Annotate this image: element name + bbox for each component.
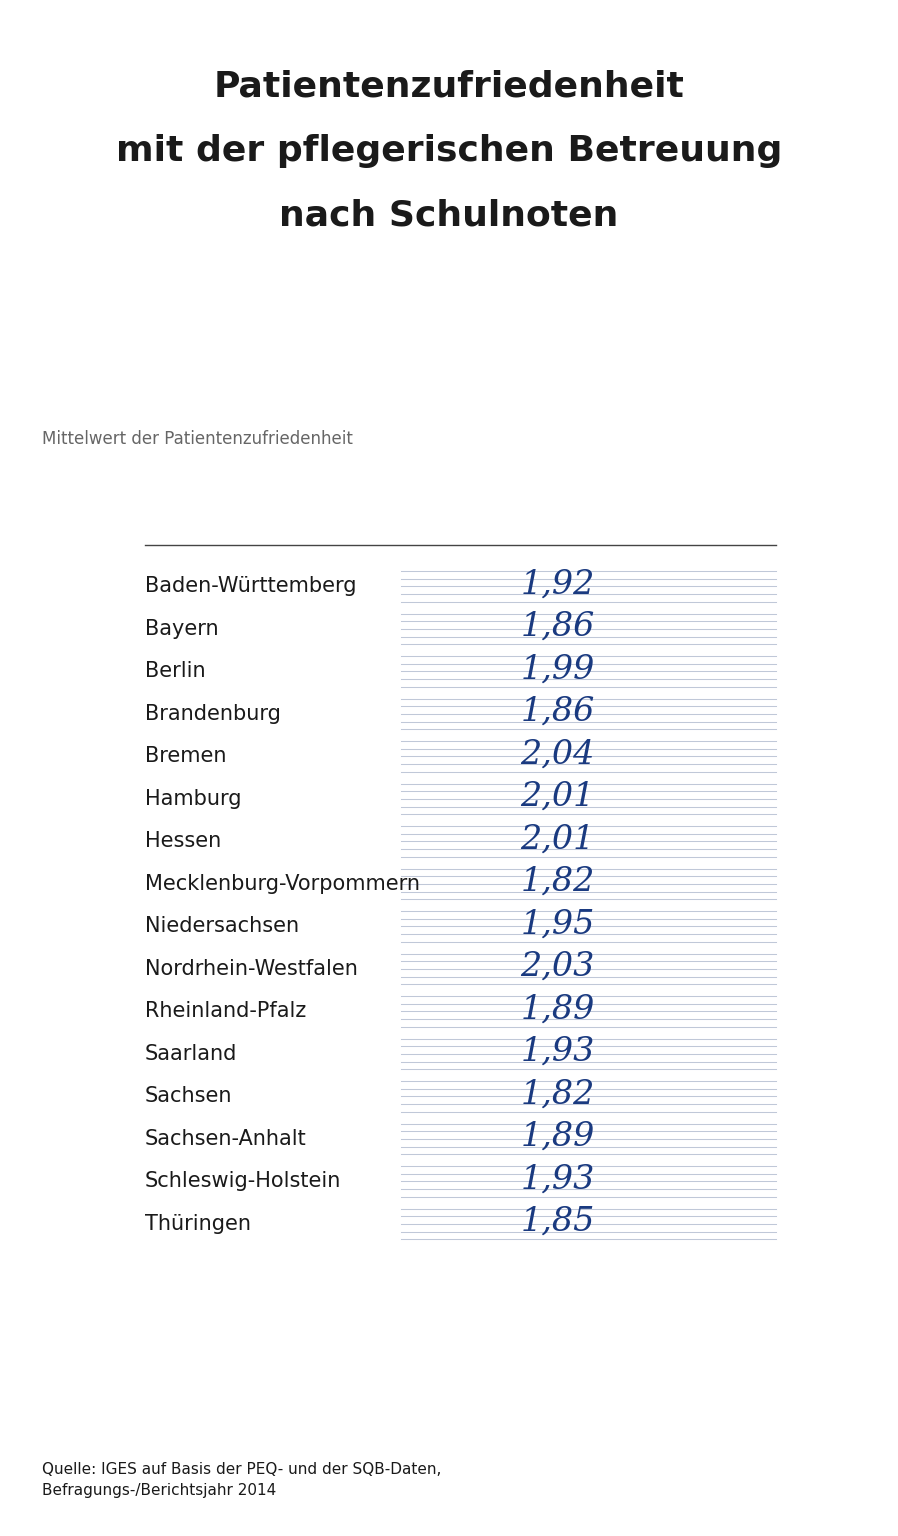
Text: 1,92: 1,92 [521,568,594,601]
Text: Quelle: IGES auf Basis der PEQ- und der SQB-Daten,
Befragungs-/Berichtsjahr 2014: Quelle: IGES auf Basis der PEQ- und der … [42,1462,442,1498]
Text: Rheinland-Pfalz: Rheinland-Pfalz [145,1001,306,1021]
Text: Patientenzufriedenheit: Patientenzufriedenheit [214,69,684,103]
Text: 1,89: 1,89 [521,994,594,1026]
Text: 1,95: 1,95 [521,908,594,940]
Text: Brandenburg: Brandenburg [145,703,281,723]
Text: nach Schulnoten: nach Schulnoten [279,198,619,232]
Text: Mittelwert der Patientenzufriedenheit: Mittelwert der Patientenzufriedenheit [42,430,353,449]
Text: 1,89: 1,89 [521,1121,594,1154]
Text: 2,03: 2,03 [521,951,594,983]
Text: Bremen: Bremen [145,746,226,766]
Text: 2,04: 2,04 [521,739,594,770]
Text: 1,85: 1,85 [521,1206,594,1238]
Text: 1,82: 1,82 [521,1078,594,1111]
Text: 1,93: 1,93 [521,1163,594,1195]
Text: Berlin: Berlin [145,662,206,682]
Text: mit der pflegerischen Betreuung: mit der pflegerischen Betreuung [116,134,782,167]
Text: Hamburg: Hamburg [145,790,242,809]
Text: 1,82: 1,82 [521,866,594,899]
Text: Saarland: Saarland [145,1044,237,1064]
Text: Sachsen-Anhalt: Sachsen-Anhalt [145,1129,306,1149]
Text: Schleswig-Holstein: Schleswig-Holstein [145,1172,341,1192]
Text: Baden-Württemberg: Baden-Württemberg [145,576,357,596]
Text: 2,01: 2,01 [521,780,594,813]
Text: 1,93: 1,93 [521,1035,594,1068]
Text: Mecklenburg-Vorpommern: Mecklenburg-Vorpommern [145,874,419,894]
Text: 1,86: 1,86 [521,696,594,728]
Text: Nordrhein-Westfalen: Nordrhein-Westfalen [145,958,357,978]
Text: Bayern: Bayern [145,619,218,639]
Text: Niedersachsen: Niedersachsen [145,917,299,937]
Text: Hessen: Hessen [145,831,221,851]
Text: 1,99: 1,99 [521,653,594,685]
Text: 2,01: 2,01 [521,823,594,856]
Text: Sachsen: Sachsen [145,1086,233,1106]
Text: 1,86: 1,86 [521,611,594,642]
Text: Thüringen: Thüringen [145,1213,251,1233]
